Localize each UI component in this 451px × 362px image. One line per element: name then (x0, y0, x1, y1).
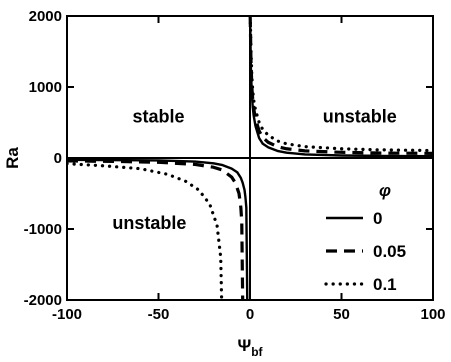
y-tick-label-2: 0 (54, 150, 62, 167)
region-label-2: unstable (112, 213, 186, 233)
series-group (67, 16, 433, 300)
legend-label-2: 0.1 (373, 275, 397, 294)
y-tick-label-3: 1000 (29, 79, 62, 96)
legend-title: φ (379, 181, 391, 200)
series-line-1-lower (67, 159, 245, 300)
chart-marks (67, 16, 433, 300)
legend-label-0: 0 (373, 209, 382, 228)
x-tick-label-3: 50 (333, 306, 350, 323)
x-tick-label-2: 0 (246, 306, 254, 323)
chart-overlay: -100 -50 0 50 100 -2000 -1000 0 1000 2000 Ψbf Ra sta… (3, 8, 446, 359)
y-tick-label-0: -2000 (24, 292, 62, 309)
x-tick-label-1: -50 (148, 306, 170, 323)
legend: φ 0 0.05 0.1 (324, 181, 406, 294)
region-label-0: stable (132, 107, 184, 127)
x-axis-label: Ψbf (237, 336, 263, 359)
y-axis-label: Ra (3, 147, 22, 169)
x-tick-label-0: -100 (52, 306, 82, 323)
series-line-0-upper (248, 16, 433, 158)
y-tick-label-4: 2000 (29, 8, 62, 25)
series-line-0-lower (67, 158, 249, 300)
x-axis-label-subscript: bf (251, 345, 263, 359)
series-line-2-lower (67, 162, 224, 300)
series-line-1-upper (248, 16, 433, 155)
legend-label-1: 0.05 (373, 242, 406, 261)
y-tick-label-1: -1000 (24, 221, 62, 238)
series-line-2-upper (248, 16, 433, 153)
x-tick-label-4: 100 (420, 306, 445, 323)
region-label-1: unstable (323, 107, 397, 127)
